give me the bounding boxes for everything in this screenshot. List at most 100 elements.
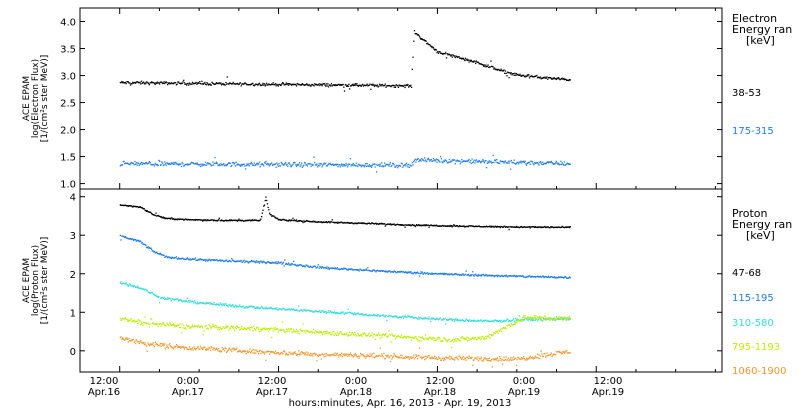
- proton-data-point: [463, 337, 465, 339]
- proton-data-point: [285, 309, 287, 311]
- proton-data-point: [238, 350, 240, 353]
- proton-data-point: [416, 272, 418, 274]
- proton-data-point: [180, 347, 182, 349]
- proton-data-point: [314, 332, 316, 334]
- proton-data-point: [219, 351, 221, 353]
- proton-data-point: [435, 356, 437, 359]
- proton-data-point: [507, 325, 509, 327]
- proton-data-point: [264, 351, 266, 353]
- proton-data-point: [458, 273, 460, 276]
- proton-data-point: [321, 310, 323, 312]
- proton-data-point: [356, 356, 358, 358]
- proton-data-point: [482, 273, 484, 276]
- electron-data-point: [449, 54, 451, 56]
- proton-data-point: [298, 330, 300, 332]
- electron-data-point: [341, 163, 343, 165]
- proton-data-point: [239, 350, 242, 352]
- electron-data-point: [376, 84, 378, 86]
- proton-data-point: [175, 325, 178, 327]
- electron-data-point: [533, 76, 535, 78]
- proton-data-point: [255, 219, 258, 222]
- electron-data-point: [515, 74, 517, 76]
- proton-data-point: [335, 334, 338, 336]
- electron-data-point: [177, 163, 179, 165]
- proton-data-point: [459, 319, 461, 322]
- proton-data-point: [453, 273, 455, 276]
- proton-data-point: [367, 315, 369, 317]
- electron-data-point: [448, 53, 451, 56]
- proton-data-point: [322, 333, 324, 336]
- proton-data-point: [441, 357, 443, 360]
- proton-data-point: [292, 217, 294, 219]
- proton-data-point: [306, 265, 309, 267]
- proton-data-point: [328, 354, 330, 356]
- proton-data-point: [475, 357, 477, 359]
- proton-data-point: [126, 237, 128, 239]
- proton-data-point: [517, 319, 520, 321]
- electron-data-point: [209, 163, 211, 165]
- proton-data-point: [370, 334, 373, 337]
- electron-data-point: [387, 84, 389, 87]
- proton-data-point: [235, 260, 237, 262]
- proton-data-point: [539, 316, 541, 318]
- proton-data-point: [561, 276, 563, 278]
- proton-data-point: [397, 335, 399, 337]
- electron-data-point: [272, 82, 274, 84]
- proton-data-point: [199, 348, 201, 350]
- proton-data-point: [219, 220, 221, 222]
- electron-data-point: [509, 73, 512, 75]
- electron-data-point: [293, 162, 295, 164]
- proton-data-point: [258, 350, 261, 352]
- proton-data-point: [210, 327, 212, 329]
- proton-data-point: [293, 308, 295, 310]
- proton-data-point: [244, 327, 246, 330]
- proton-data-point: [432, 357, 434, 359]
- proton-data-point: [432, 225, 435, 227]
- electron-data-point: [317, 84, 319, 86]
- proton-data-point: [278, 308, 280, 310]
- electron-data-point: [357, 165, 359, 168]
- proton-data-point: [456, 356, 458, 358]
- proton-data-point: [531, 356, 533, 359]
- proton-data-point: [313, 221, 315, 223]
- proton-data-point: [239, 219, 241, 222]
- proton-data-point: [469, 338, 472, 340]
- electron-data-point: [237, 83, 239, 86]
- proton-data-point: [187, 348, 189, 350]
- proton-data-point: [526, 318, 528, 320]
- electron-data-point: [345, 84, 347, 86]
- proton-data-point: [185, 299, 187, 301]
- proton-data-point: [285, 309, 287, 311]
- proton-data-point: [559, 352, 561, 354]
- proton-data-point: [170, 325, 172, 327]
- proton-data-point: [515, 276, 517, 278]
- electron-data-point: [294, 161, 296, 164]
- proton-data-point: [550, 318, 552, 320]
- proton-data-point: [523, 357, 526, 360]
- electron-data-point: [247, 163, 250, 165]
- proton-data-point: [210, 219, 212, 221]
- electron-data-point: [226, 76, 228, 78]
- electron-data-point: [241, 83, 243, 85]
- electron-data-point: [456, 160, 458, 162]
- proton-data-point: [347, 222, 349, 224]
- electron-data-point: [204, 81, 206, 84]
- electron-data-point: [332, 163, 334, 165]
- proton-data-point: [219, 259, 221, 261]
- electron-data-point: [472, 61, 475, 63]
- proton-data-point: [207, 219, 209, 221]
- proton-data-point: [161, 322, 164, 325]
- proton-data-point: [164, 297, 167, 300]
- proton-data-point: [470, 275, 472, 277]
- proton-data-point: [171, 217, 173, 219]
- electron-data-point: [243, 83, 245, 85]
- proton-data-point: [125, 204, 127, 207]
- electron-data-point: [535, 75, 537, 77]
- proton-data-point: [362, 222, 364, 225]
- proton-data-point: [373, 333, 375, 336]
- proton-data-point: [308, 354, 310, 356]
- proton-data-point: [459, 225, 461, 227]
- proton-data-point: [236, 220, 239, 222]
- proton-data-point: [520, 356, 523, 359]
- proton-data-point: [195, 259, 197, 261]
